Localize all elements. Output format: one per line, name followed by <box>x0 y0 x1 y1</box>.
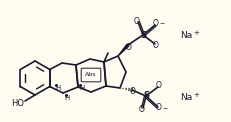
FancyBboxPatch shape <box>81 68 100 82</box>
Text: H: H <box>64 95 69 101</box>
Text: O: O <box>155 103 161 112</box>
Text: O: O <box>152 41 158 50</box>
Text: S: S <box>139 30 145 40</box>
Text: HO: HO <box>12 98 24 107</box>
Text: Na: Na <box>179 93 191 102</box>
Text: O: O <box>125 42 131 51</box>
Text: S: S <box>142 92 148 101</box>
Text: H: H <box>55 85 60 91</box>
Text: Abs: Abs <box>85 72 96 77</box>
Text: O: O <box>152 20 158 29</box>
Polygon shape <box>118 44 128 56</box>
Text: −: − <box>162 106 167 111</box>
Text: +: + <box>192 30 198 36</box>
Text: O: O <box>134 16 139 25</box>
Text: O: O <box>138 105 144 113</box>
Text: O: O <box>130 86 135 96</box>
Text: Na: Na <box>179 31 191 41</box>
Text: +: + <box>192 92 198 98</box>
Text: −: − <box>159 20 164 25</box>
Text: H: H <box>79 85 84 91</box>
Text: O: O <box>155 81 161 91</box>
